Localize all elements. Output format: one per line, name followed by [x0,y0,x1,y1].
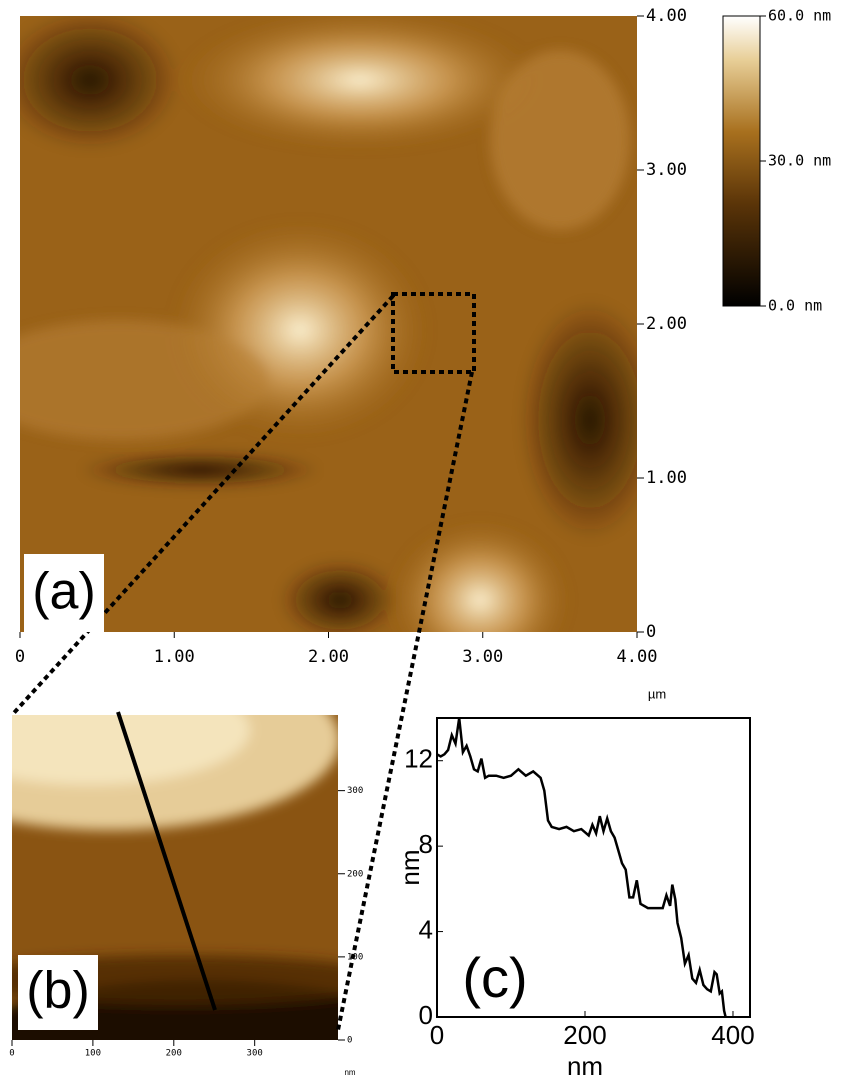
y-tick-label: 4 [419,914,433,944]
x-tick-label: 300 [247,1049,263,1059]
colorbar-label: 60.0 nm [768,7,831,25]
x-axis-label: µm [648,686,666,701]
y-tick-label: 12 [404,744,433,774]
y-tick-label: 3.00 [646,160,687,180]
x-tick-label: 200 [166,1049,182,1059]
x-tick-label: 400 [711,1020,754,1050]
colorbar-label: 30.0 nm [768,152,831,170]
y-tick-label: 100 [347,952,363,962]
x-axis-label: nm [567,1051,603,1081]
x-tick-label: 2.00 [308,647,349,667]
colorbar-label: 0.0 nm [768,297,822,315]
x-tick-label: 200 [563,1020,606,1050]
y-tick-label: 0 [419,1000,433,1030]
y-tick-label: 1.00 [646,468,687,488]
y-axis-label: nm [395,849,425,885]
figure: 0 1.00 2.00 3.00 4.00 0 1.00 2.00 3.00 4.00 µm (a) 0… [0,0,859,1083]
x-tick-label: 3.00 [462,647,503,667]
x-tick-label: 1.00 [154,647,195,667]
y-tick-label: 0 [646,622,656,642]
panel-label: (b) [26,962,90,1020]
y-tick-label: 2.00 [646,314,687,334]
x-tick-label: 4.00 [617,647,658,667]
y-tick-label: 300 [347,786,363,796]
y-tick-label: 200 [347,869,363,879]
colorbar [723,16,760,306]
y-tick-label: 0 [347,1036,352,1046]
y-tick-label: 4.00 [646,6,687,26]
x-tick-label: 0 [15,647,25,667]
x-axis-label: nm [344,1068,355,1077]
x-tick-label: 0 [9,1049,14,1059]
panel-label: (a) [32,563,96,621]
x-tick-label: 100 [85,1049,101,1059]
panel-label: (c) [462,946,527,1009]
